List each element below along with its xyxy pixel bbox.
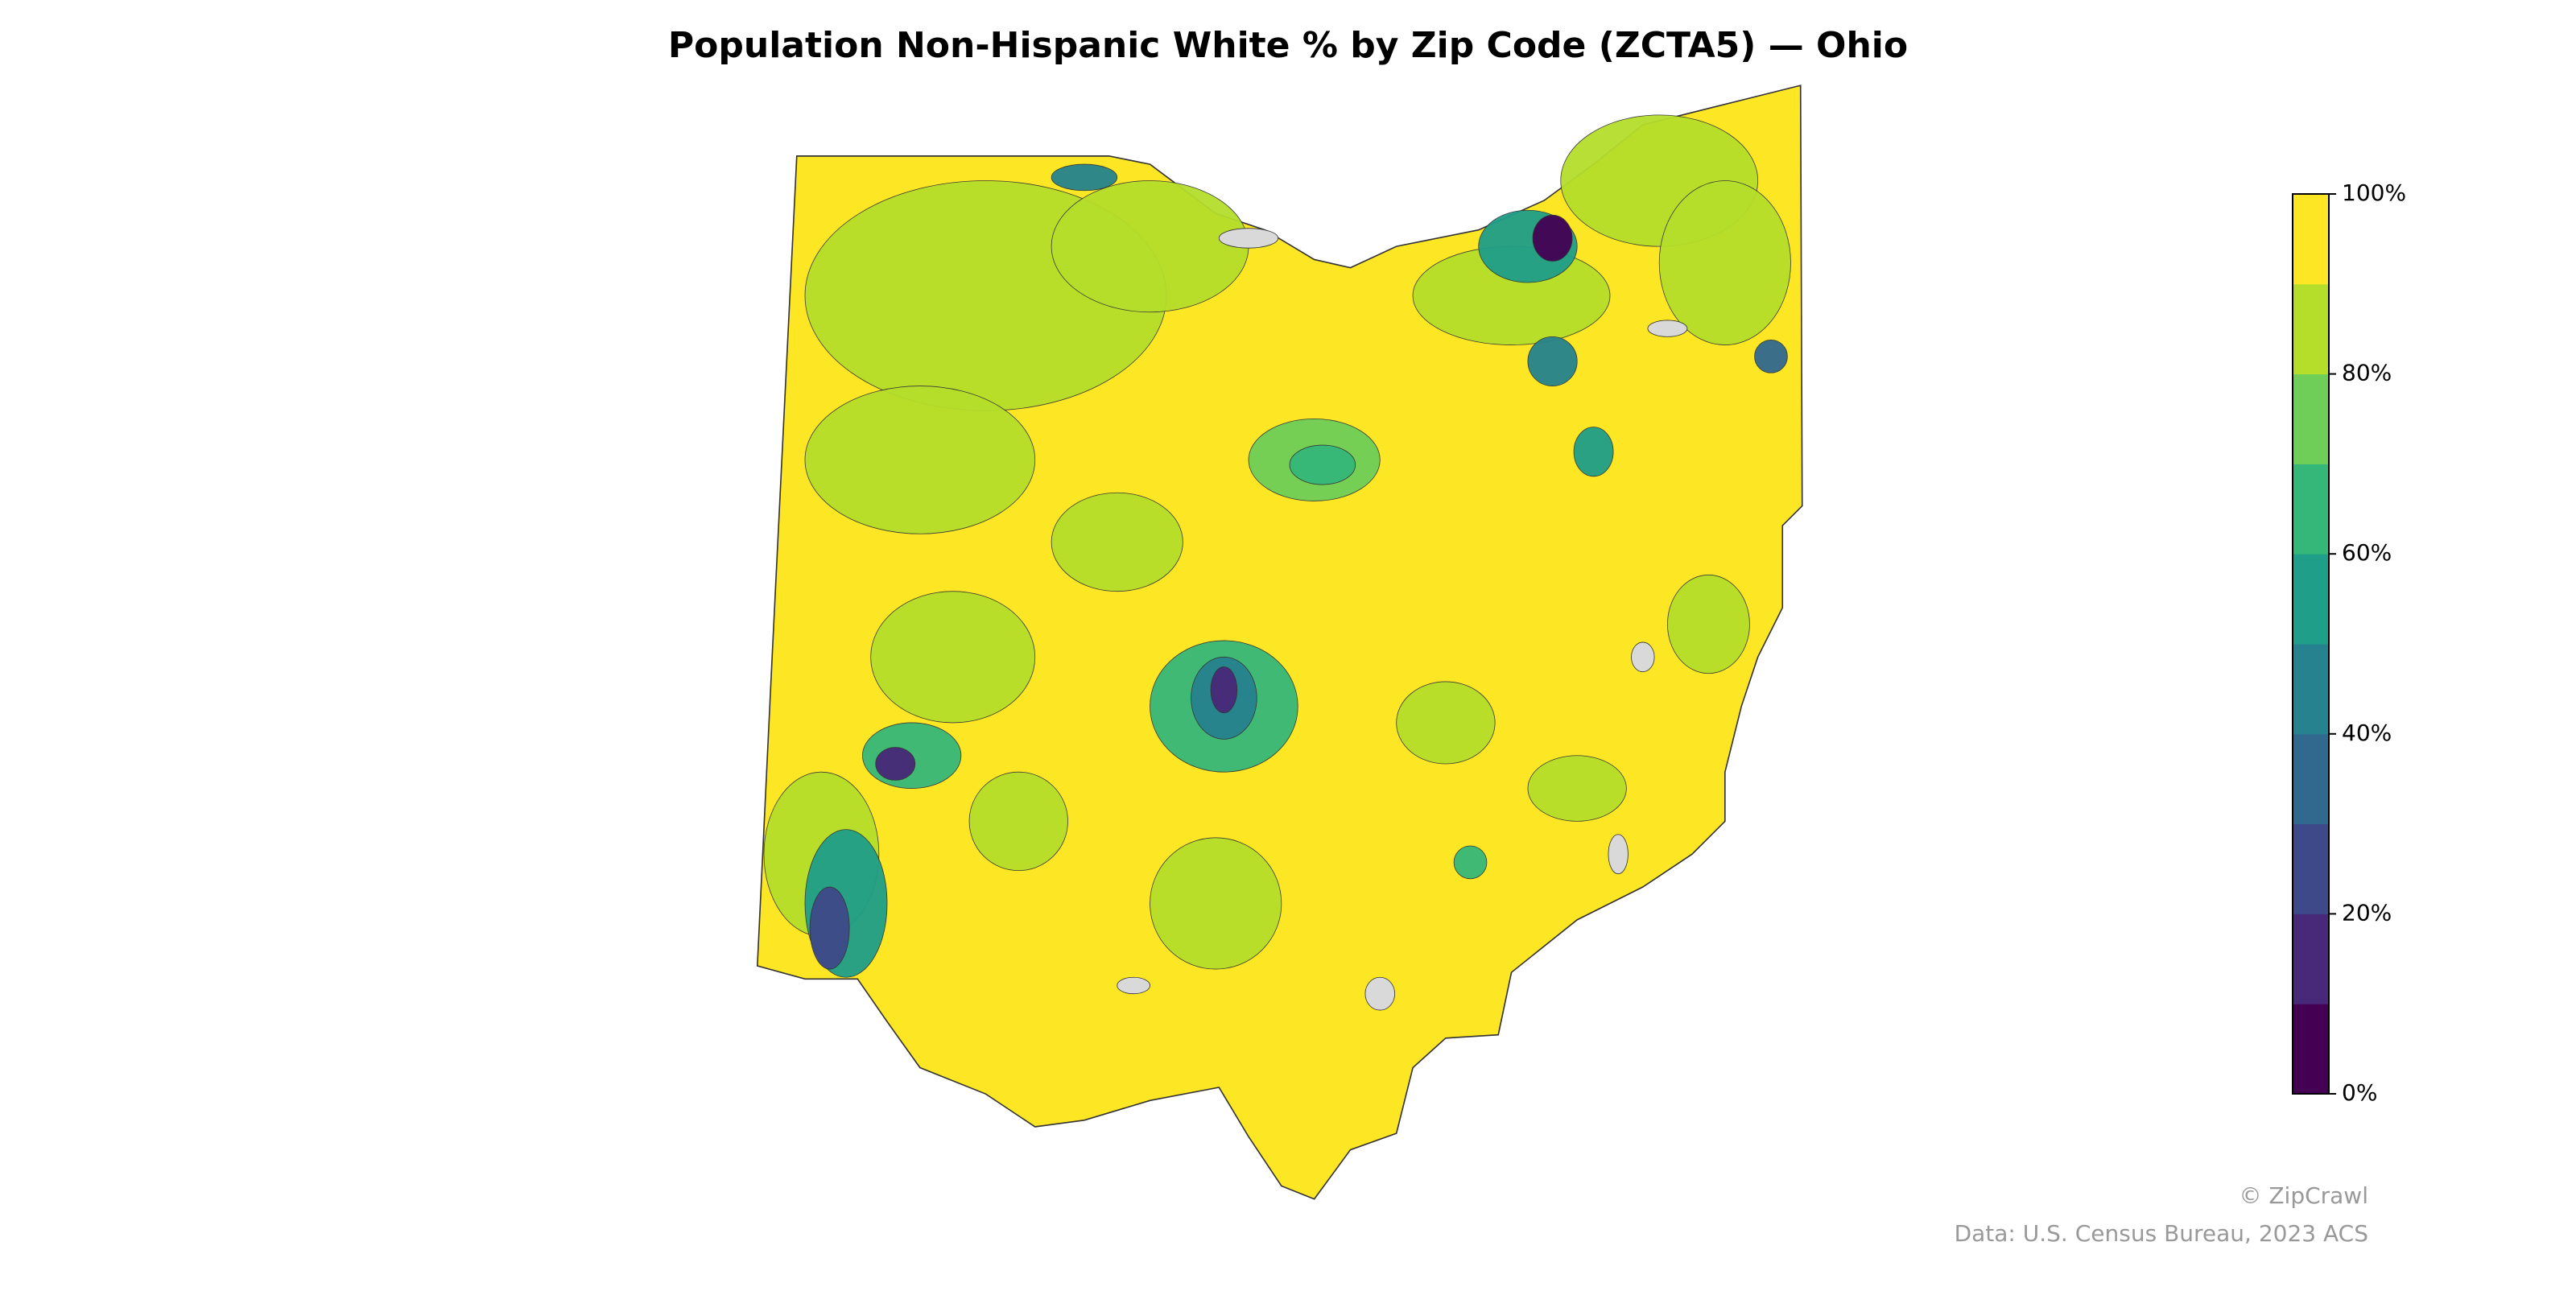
colorbar-bin	[2293, 373, 2329, 464]
region	[1051, 163, 1118, 192]
region	[1527, 755, 1627, 822]
region	[1396, 681, 1496, 765]
no-data-region	[1631, 641, 1655, 673]
region	[1051, 492, 1183, 592]
no-data-region	[1218, 228, 1279, 249]
region	[968, 771, 1068, 872]
colorbar-tick-label: 20%	[2342, 899, 2392, 926]
colorbar-bin	[2293, 283, 2329, 375]
colorbar-tick-label: 40%	[2342, 720, 2392, 746]
no-data-region	[1608, 834, 1629, 875]
colorbar-bin	[2293, 733, 2329, 825]
region	[1051, 180, 1249, 313]
colorbar-tick-label: 60%	[2342, 539, 2392, 566]
region	[1453, 845, 1488, 880]
region	[1210, 666, 1238, 714]
region	[1150, 837, 1282, 970]
region	[875, 747, 916, 781]
region	[1527, 336, 1578, 386]
colorbar-frame	[2292, 193, 2330, 1095]
region	[1667, 574, 1750, 674]
no-data-region	[1364, 976, 1396, 1011]
no-data-region	[1647, 320, 1688, 337]
colorbar-bin	[2293, 464, 2329, 555]
region	[804, 386, 1036, 534]
colorbar-bin	[2293, 554, 2329, 645]
region	[1532, 214, 1573, 262]
colorbar-bin	[2293, 644, 2329, 735]
region	[870, 591, 1036, 724]
colorbar-bin	[2293, 914, 2329, 1004]
colorbar-tick-label: 100%	[2342, 179, 2406, 206]
no-data-region	[1117, 976, 1150, 995]
chart-title: Population Non-Hispanic White % by Zip C…	[668, 25, 1908, 66]
colorbar-bin	[2293, 1004, 2329, 1095]
colorbar-tick-label: 80%	[2342, 360, 2392, 386]
source-note: Data: U.S. Census Bureau, 2023 ACS	[1955, 1220, 2368, 1247]
colorbar-bin	[2293, 823, 2329, 914]
region	[809, 886, 850, 970]
colorbar: 0% 20% 40% 60% 80% 100%	[2292, 179, 2406, 1106]
colorbar-bin	[2293, 194, 2329, 285]
region	[1573, 427, 1614, 477]
region	[1754, 340, 1788, 373]
region	[1289, 444, 1356, 485]
credit: © ZipCrawl	[2239, 1182, 2368, 1209]
state-map	[756, 85, 1803, 1200]
colorbar-tick-label: 0%	[2342, 1079, 2377, 1106]
region	[1658, 180, 1791, 345]
